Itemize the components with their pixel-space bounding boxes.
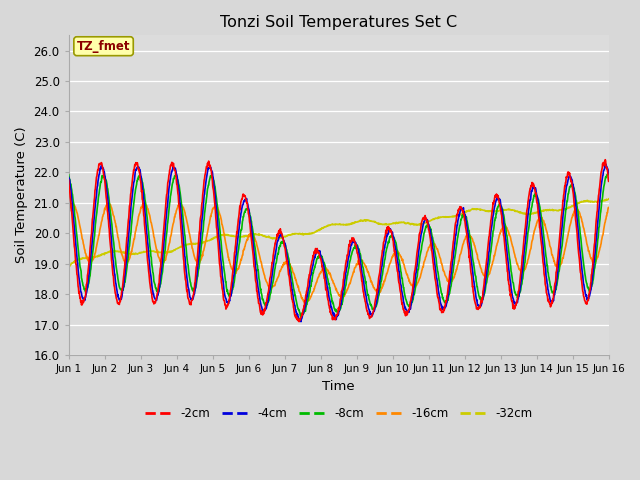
-8cm (185, 270, 193, 276)
-16cm (246, 234, 253, 240)
Legend: -2cm, -4cm, -8cm, -16cm, -32cm: -2cm, -4cm, -8cm, -16cm, -32cm (140, 402, 538, 425)
-16cm (69, 200, 77, 206)
-8cm (605, 171, 612, 177)
-8cm (493, 205, 501, 211)
-8cm (172, 173, 179, 179)
-2cm (602, 157, 609, 163)
-32cm (541, 207, 548, 213)
-16cm (493, 240, 501, 246)
-4cm (493, 194, 501, 200)
-2cm (295, 319, 303, 324)
-2cm (65, 177, 72, 183)
-16cm (605, 204, 612, 210)
Line: -4cm: -4cm (68, 164, 609, 322)
-16cm (303, 300, 311, 305)
-2cm (172, 171, 179, 177)
-4cm (65, 175, 72, 180)
-16cm (423, 249, 431, 255)
-4cm (245, 208, 253, 214)
-32cm (246, 233, 253, 239)
-2cm (605, 179, 612, 184)
-4cm (185, 287, 193, 292)
-2cm (245, 215, 253, 220)
-32cm (186, 241, 193, 247)
-8cm (245, 209, 253, 215)
-32cm (605, 196, 612, 202)
Title: Tonzi Soil Temperatures Set C: Tonzi Soil Temperatures Set C (220, 15, 457, 30)
-16cm (541, 223, 549, 228)
Text: TZ_fmet: TZ_fmet (77, 40, 131, 53)
Line: -8cm: -8cm (68, 174, 609, 316)
-8cm (297, 313, 305, 319)
-32cm (66, 264, 74, 269)
-4cm (172, 167, 179, 173)
-16cm (186, 230, 193, 236)
Line: -16cm: -16cm (68, 203, 609, 302)
-16cm (172, 210, 180, 216)
-8cm (541, 243, 548, 249)
X-axis label: Time: Time (323, 380, 355, 393)
-32cm (65, 264, 72, 269)
-2cm (423, 218, 431, 224)
-8cm (65, 172, 72, 178)
-2cm (185, 297, 193, 303)
-8cm (604, 171, 612, 177)
-4cm (423, 216, 431, 222)
-2cm (541, 275, 548, 281)
-32cm (423, 219, 431, 225)
-16cm (65, 207, 72, 213)
-4cm (541, 262, 548, 267)
-32cm (172, 246, 180, 252)
Line: -32cm: -32cm (68, 199, 609, 266)
-4cm (602, 161, 609, 167)
-8cm (423, 223, 431, 228)
Y-axis label: Soil Temperature (C): Soil Temperature (C) (15, 127, 28, 264)
-32cm (493, 208, 501, 214)
-2cm (493, 192, 501, 198)
-4cm (605, 170, 612, 176)
-4cm (297, 319, 305, 324)
Line: -2cm: -2cm (68, 160, 609, 322)
